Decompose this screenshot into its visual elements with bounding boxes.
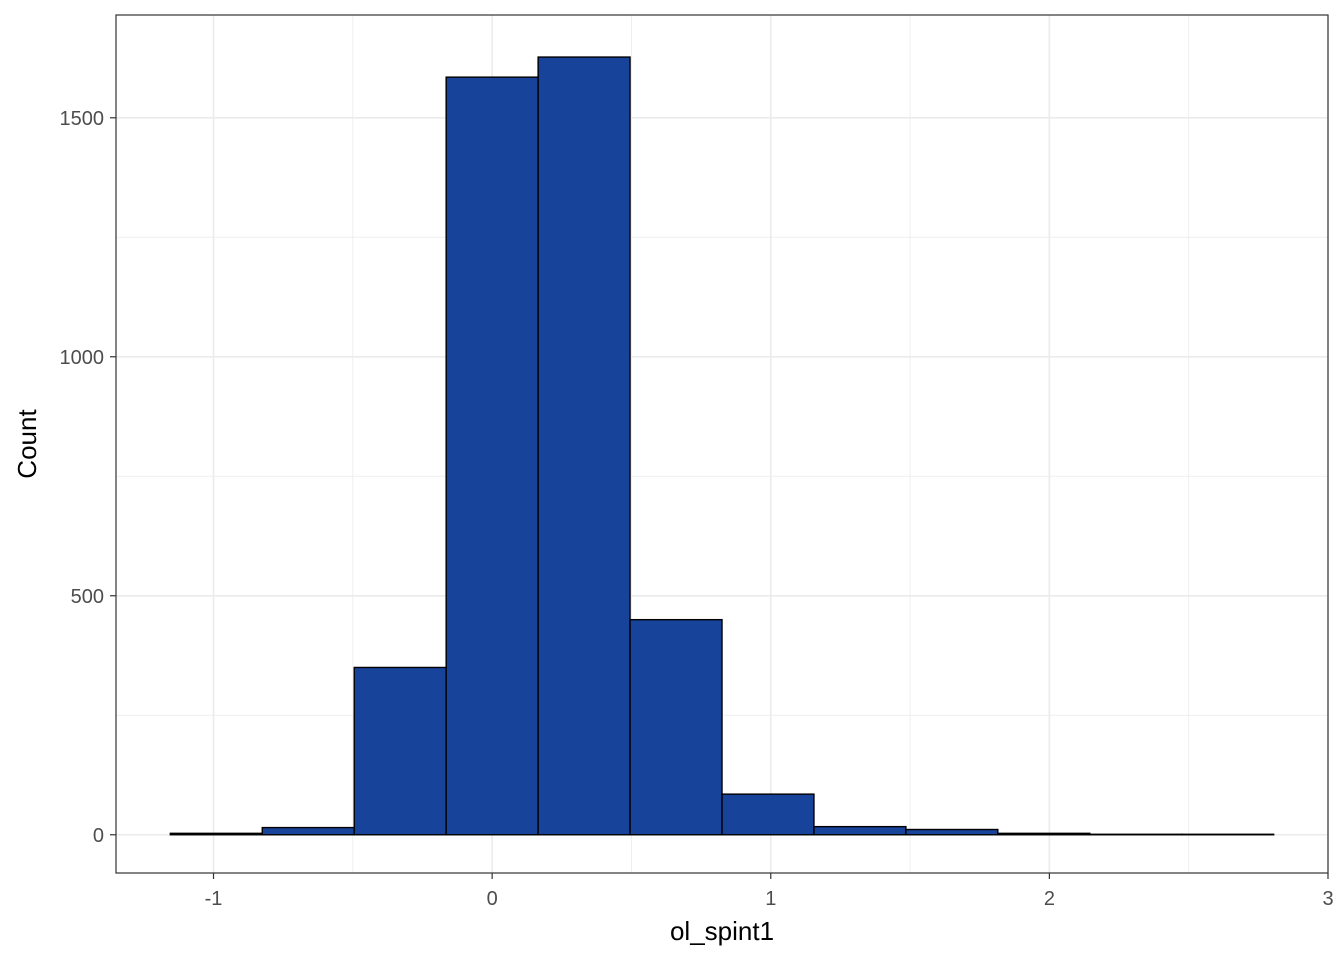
y-tick-label: 1000 xyxy=(60,347,105,369)
y-tick-label: 500 xyxy=(71,586,104,608)
y-tick-label: 0 xyxy=(93,825,104,847)
x-tick-label: 3 xyxy=(1322,888,1333,910)
histogram-bar xyxy=(813,825,907,836)
panel-border xyxy=(115,14,1329,874)
histogram-bar xyxy=(353,666,447,836)
x-tick-label: -1 xyxy=(205,888,223,910)
histogram-bar xyxy=(169,832,263,836)
x-tick-label: 0 xyxy=(487,888,498,910)
y-tick-label: 1500 xyxy=(60,108,105,130)
x-tick-label: 2 xyxy=(1044,888,1055,910)
histogram-bar xyxy=(629,618,723,836)
histogram-bars xyxy=(169,56,1275,836)
x-tick-label: 1 xyxy=(765,888,776,910)
y-axis-title: Count xyxy=(12,409,42,479)
histogram-bar xyxy=(721,793,815,836)
histogram-bar xyxy=(905,828,999,836)
histogram-bar xyxy=(261,826,355,836)
histogram-bar xyxy=(537,56,631,836)
x-axis-title: ol_spint1 xyxy=(670,916,774,946)
histogram-bar xyxy=(445,76,539,836)
histogram-bar xyxy=(997,832,1091,836)
axis-ticks xyxy=(110,117,1329,879)
tick-labels: 0 500 1000 1500 -1 0 1 2 3 xyxy=(60,108,1334,910)
